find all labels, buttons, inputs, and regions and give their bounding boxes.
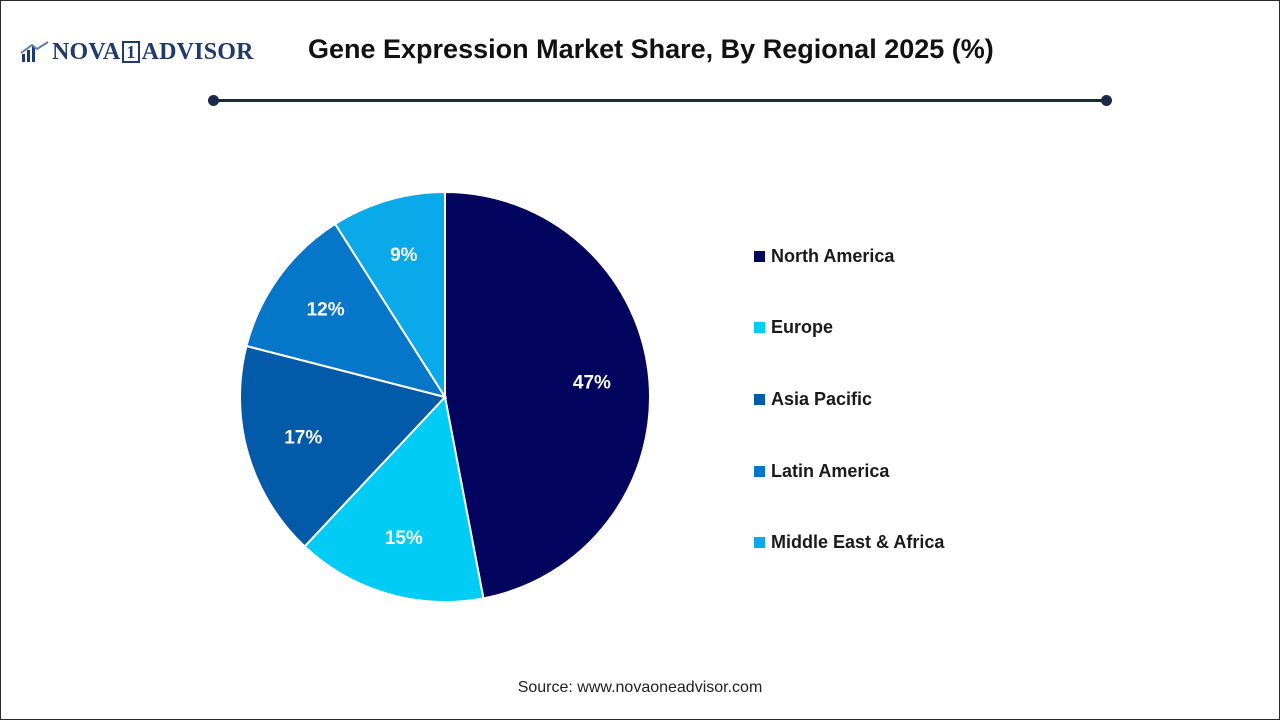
logo-text: NOVA 1 ADVISOR <box>52 39 254 66</box>
legend-label: Asia Pacific <box>771 388 873 409</box>
pie-slice-north-america <box>444 190 651 600</box>
title-divider <box>213 99 1107 102</box>
pie-data-label: 9% <box>390 245 418 266</box>
legend-item: North America <box>754 243 944 269</box>
legend-item: Asia Pacific <box>754 386 944 412</box>
logo-word-nova: NOVA <box>52 38 121 65</box>
chart-legend: North America Europe Asia Pacific Latin Ame… <box>754 243 944 601</box>
pie-slice-europe <box>303 394 485 603</box>
legend-label: Middle East & Africa <box>771 532 945 553</box>
pie-slice-asia-pacific <box>239 344 447 548</box>
pie-slice-middle-east-africa <box>333 190 446 401</box>
chart-title: Gene Expression Market Share, By Regiona… <box>308 34 994 64</box>
legend-label: Latin America <box>771 460 890 481</box>
bar-chart-logo-icon <box>20 41 49 62</box>
logo-number: 1 <box>122 41 140 63</box>
logo-word-advisor: ADVISOR <box>141 38 254 65</box>
pie-data-label: 47% <box>573 373 611 394</box>
legend-item: Latin America <box>754 458 944 484</box>
legend-item: Europe <box>754 315 944 341</box>
source-note: Source: www.novaoneadvisor.com <box>517 679 763 696</box>
pie-slice-latin-america <box>245 222 448 399</box>
legend-swatch <box>754 250 765 262</box>
legend-swatch <box>754 465 765 477</box>
legend-swatch <box>754 322 765 334</box>
divider-left-dot <box>208 95 219 106</box>
legend-item: Middle East & Africa <box>754 530 944 556</box>
legend-swatch <box>754 537 765 549</box>
legend-label: North America <box>771 245 895 266</box>
legend-swatch <box>754 393 765 405</box>
pie-data-label: 15% <box>385 528 423 549</box>
brand-logo: NOVA 1 ADVISOR <box>20 36 254 68</box>
divider-right-dot <box>1101 95 1112 106</box>
pie-data-label: 17% <box>284 428 322 449</box>
legend-label: Europe <box>771 317 834 338</box>
pie-data-label: 12% <box>307 300 345 321</box>
